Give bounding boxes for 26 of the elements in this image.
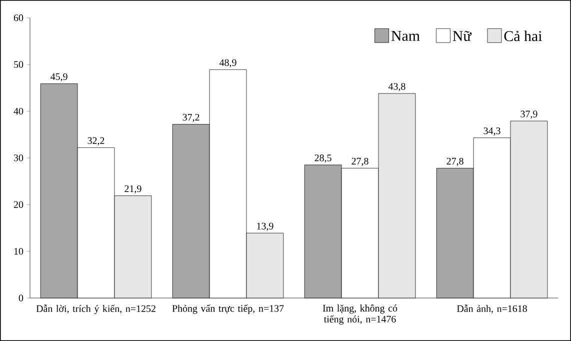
x-tick-label: Im lặng, không có tiếng nói, n=1476	[322, 304, 398, 325]
data-label: 45,9	[50, 73, 68, 82]
data-label: 34,3	[484, 127, 500, 136]
y-tick-label: 0	[18, 294, 24, 302]
y-tick-label: 40	[14, 108, 24, 115]
data-label: 48,9	[219, 59, 236, 68]
x-tick-label: Phỏng vấn trực tiếp, n=137	[172, 304, 284, 314]
data-label: 27,8	[352, 158, 368, 166]
data-label: 37,2	[182, 114, 200, 122]
y-tick-label: 20	[14, 201, 24, 208]
data-label: 28,5	[314, 154, 332, 163]
data-label: 32,2	[88, 137, 104, 146]
data-label: 43,8	[388, 83, 406, 92]
legend-label: Nam	[391, 30, 420, 41]
data-label: 27,8	[446, 158, 464, 166]
x-tick-label: Dẫn lời, trích ý kiến, n=1252	[36, 304, 156, 314]
data-label: 37,9	[520, 110, 538, 119]
legend-label: Cả hai	[504, 30, 542, 42]
y-tick-label: 10	[14, 248, 24, 255]
data-label: 13,9	[257, 222, 274, 231]
y-tick-label: 30	[14, 154, 24, 162]
data-label: 21,9	[124, 185, 142, 194]
legend-label: Nữ	[452, 30, 472, 42]
y-tick-label: 50	[14, 61, 24, 68]
y-tick-label: 60	[14, 14, 24, 22]
x-tick-label: Dẫn ảnh, n=1618	[456, 304, 527, 314]
